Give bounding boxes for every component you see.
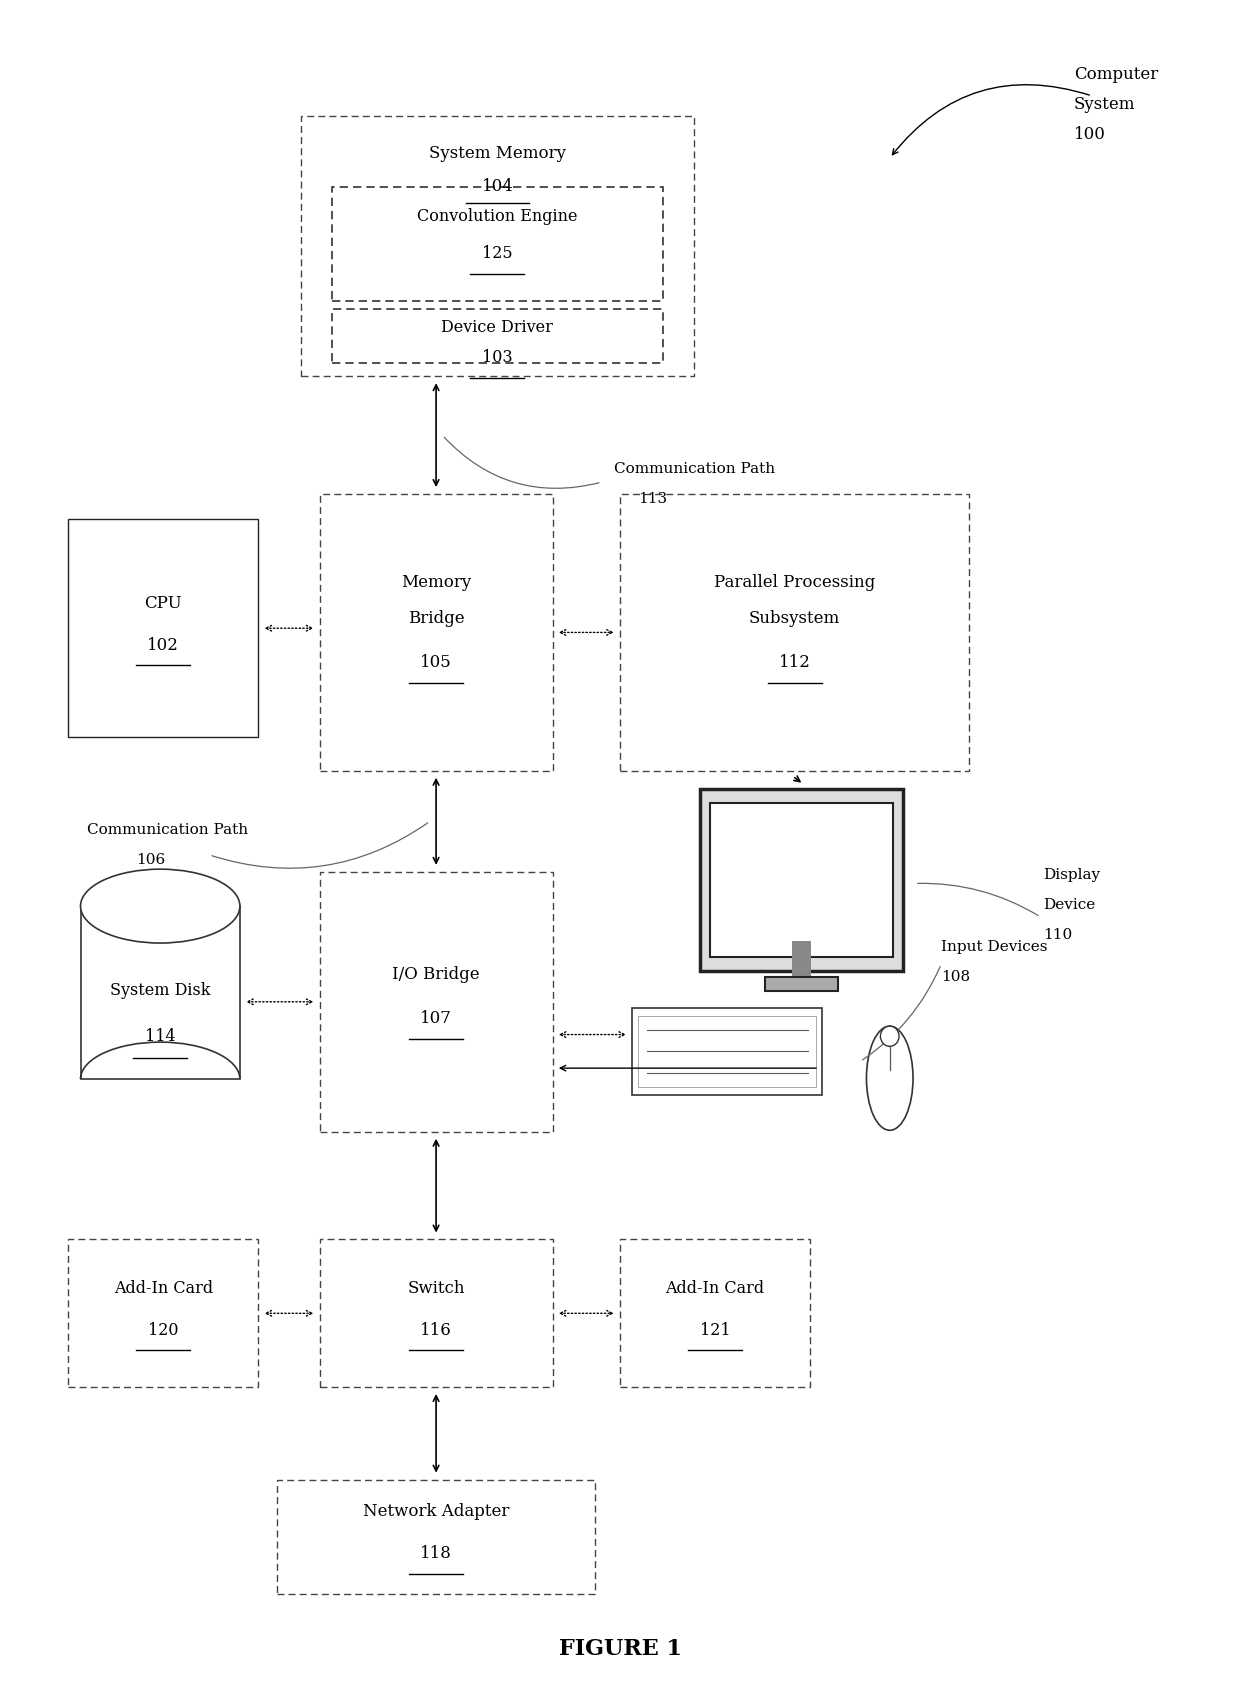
Ellipse shape [880, 1026, 899, 1046]
Text: 121: 121 [699, 1322, 730, 1339]
Text: Memory: Memory [401, 574, 471, 591]
Ellipse shape [81, 869, 239, 943]
Text: 120: 120 [148, 1322, 179, 1339]
Text: Computer: Computer [1074, 66, 1158, 83]
Text: 125: 125 [482, 245, 512, 262]
Text: Communication Path: Communication Path [87, 823, 248, 836]
Text: 114: 114 [145, 1028, 176, 1045]
Text: 116: 116 [420, 1322, 451, 1339]
Bar [620, 494, 970, 770]
Text: System: System [1074, 97, 1135, 113]
Text: 118: 118 [420, 1546, 453, 1563]
Text: 106: 106 [135, 853, 165, 867]
Text: Network Adapter: Network Adapter [363, 1503, 510, 1520]
Text: 105: 105 [420, 653, 451, 670]
Text: 112: 112 [779, 653, 811, 670]
Text: Communication Path: Communication Path [614, 462, 775, 476]
Text: CPU: CPU [145, 594, 182, 611]
Bar [711, 802, 893, 957]
Bar [320, 1239, 553, 1387]
Text: Add-In Card: Add-In Card [114, 1280, 213, 1297]
Text: 103: 103 [482, 349, 512, 366]
Text: Add-In Card: Add-In Card [666, 1280, 765, 1297]
Text: 102: 102 [148, 637, 180, 653]
Bar [765, 977, 838, 990]
Text: Switch: Switch [407, 1280, 465, 1297]
Text: System Memory: System Memory [429, 144, 565, 161]
Bar [620, 1239, 810, 1387]
Text: Subsystem: Subsystem [749, 611, 841, 628]
Bar [632, 1007, 822, 1095]
Bar [701, 789, 903, 970]
Bar [332, 310, 663, 362]
Bar [332, 186, 663, 301]
Bar [277, 1480, 595, 1593]
Text: I/O Bridge: I/O Bridge [392, 967, 480, 984]
Text: 104: 104 [481, 178, 513, 195]
Text: Device Driver: Device Driver [441, 320, 553, 337]
Text: Convolution Engine: Convolution Engine [417, 208, 578, 225]
Text: Bridge: Bridge [408, 611, 465, 628]
Text: 110: 110 [1043, 928, 1073, 943]
Text: FIGURE 1: FIGURE 1 [558, 1639, 682, 1661]
Bar [639, 1016, 816, 1087]
Text: Parallel Processing: Parallel Processing [714, 574, 875, 591]
Bar [792, 941, 811, 990]
Bar [320, 872, 553, 1133]
Ellipse shape [867, 1026, 913, 1131]
Bar [68, 520, 258, 738]
Text: Input Devices: Input Devices [941, 940, 1048, 955]
Bar [301, 117, 693, 376]
Text: 100: 100 [1074, 125, 1106, 142]
Text: System Disk: System Disk [110, 982, 211, 999]
Bar [68, 1239, 258, 1387]
Text: 113: 113 [639, 493, 667, 506]
Bar [320, 494, 553, 770]
Text: 108: 108 [941, 970, 971, 984]
Text: Device: Device [1043, 899, 1095, 913]
Bar [81, 906, 239, 1078]
Text: Display: Display [1043, 869, 1100, 882]
Text: 107: 107 [420, 1011, 453, 1028]
